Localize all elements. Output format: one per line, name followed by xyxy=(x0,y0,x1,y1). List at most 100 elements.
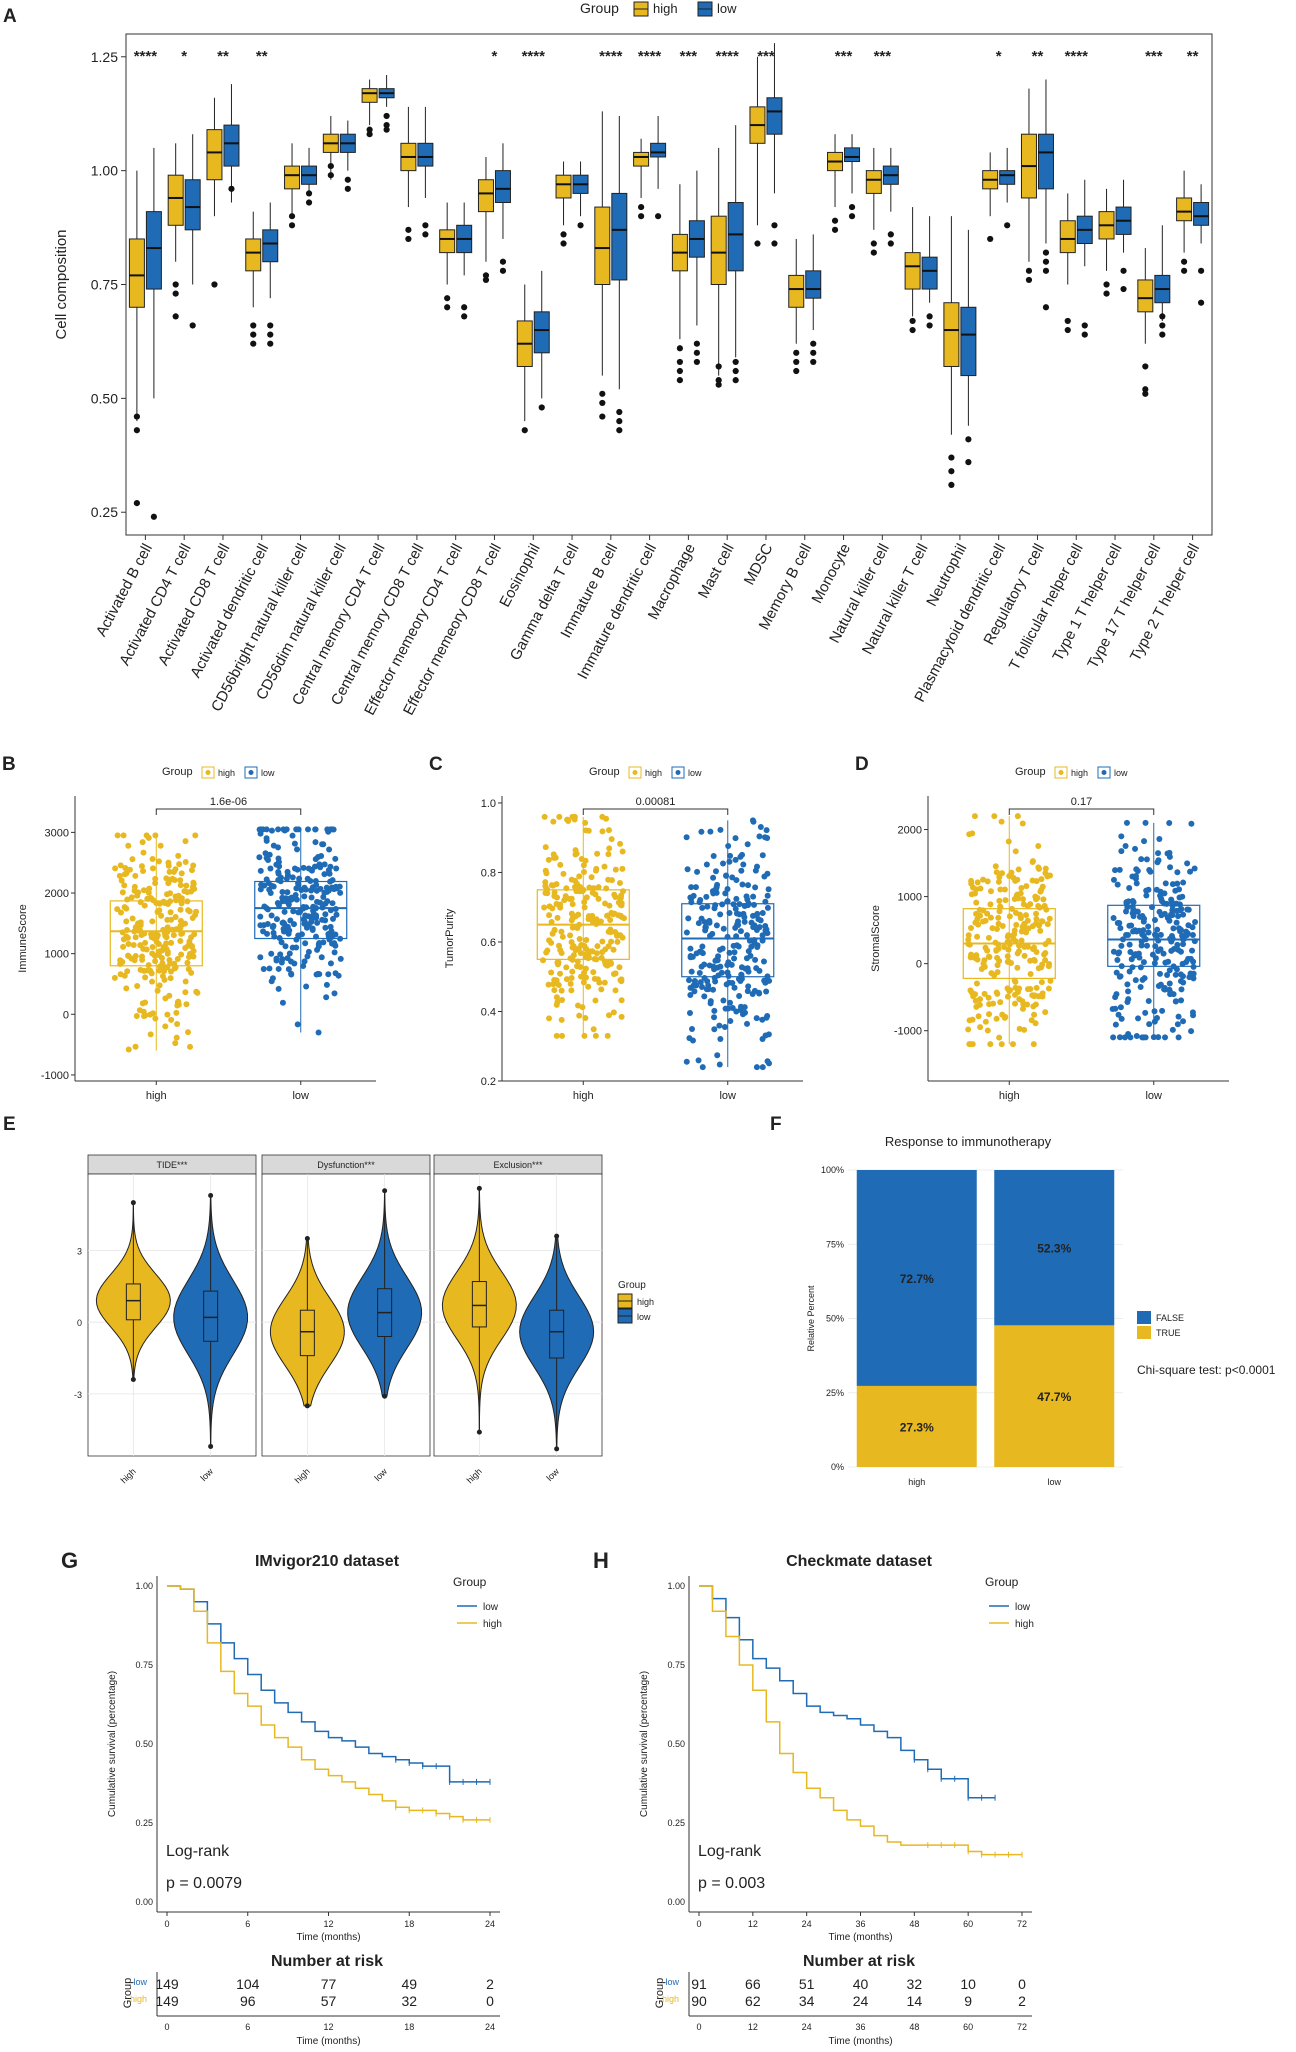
bar-false-high xyxy=(856,1170,977,1386)
jitter-point-low xyxy=(1124,998,1131,1005)
jitter-point-high xyxy=(168,968,175,975)
significance-label: ** xyxy=(1032,48,1044,65)
jitter-point-low xyxy=(717,1036,724,1043)
jitter-point-low xyxy=(744,841,751,848)
box-low xyxy=(262,229,279,263)
jitter-point-low xyxy=(711,1014,718,1021)
jitter-point-high xyxy=(165,859,172,866)
jitter-point-low xyxy=(716,1061,723,1068)
jitter-point-low xyxy=(1176,894,1183,901)
jitter-point-low xyxy=(1110,1034,1117,1041)
jitter-point-high xyxy=(987,914,994,921)
jitter-point-low xyxy=(289,832,296,839)
jitter-point-high xyxy=(973,899,980,906)
jitter-point-high xyxy=(1029,858,1036,865)
panel-a-xtick-label: Mast cell xyxy=(695,541,738,601)
panel-d: D -1000 0 1000 2000 StromalScore Group high low 0… xyxy=(855,754,1229,1102)
jitter-point-low xyxy=(1177,971,1184,978)
jitter-point-high xyxy=(985,934,992,941)
jitter-point-low xyxy=(733,910,740,917)
jitter-point-high xyxy=(610,946,617,953)
jitter-point-high xyxy=(614,938,621,945)
jitter-point-low xyxy=(1143,887,1150,894)
box-outlier-low xyxy=(344,185,351,192)
jitter-point-low xyxy=(698,828,705,835)
jitter-point-high xyxy=(164,924,171,931)
violin-box-high xyxy=(125,1283,141,1321)
jitter-point-low xyxy=(759,909,766,916)
panel-b: B -1000 0 1000 2000 3000 ImmuneScore Group high l… xyxy=(2,754,376,1102)
jitter-point-high xyxy=(572,847,579,854)
jitter-point-high xyxy=(141,902,148,909)
jitter-point-high xyxy=(1029,992,1036,999)
jitter-point-high xyxy=(1014,813,1021,820)
jitter-point-low xyxy=(757,917,764,924)
box-high xyxy=(943,302,960,367)
box-outlier-high xyxy=(870,240,877,247)
box-outlier-low xyxy=(616,427,623,434)
jitter-point-low xyxy=(1162,880,1169,887)
box-outlier-high xyxy=(793,367,800,375)
jitter-point-low xyxy=(323,994,330,1001)
jitter-point-high xyxy=(123,870,130,877)
pvalue-label: 0.00081 xyxy=(636,796,676,808)
ytick-label: -3 xyxy=(74,1390,82,1400)
jitter-point-low xyxy=(732,835,739,842)
jitter-point-low xyxy=(727,999,734,1006)
jitter-point-low xyxy=(321,871,328,878)
jitter-point-low xyxy=(1123,932,1130,939)
jitter-point-high xyxy=(575,911,582,918)
jitter-point-high xyxy=(1040,896,1047,903)
jitter-point-high xyxy=(603,815,610,822)
jitter-point-high xyxy=(594,943,601,950)
jitter-point-low xyxy=(710,986,717,993)
xtick-label-high: high xyxy=(119,1466,138,1485)
jitter-point-high xyxy=(967,954,974,961)
jitter-point-high xyxy=(121,972,128,979)
box-outlier-high xyxy=(366,126,373,133)
xtick-label: 36 xyxy=(855,1919,865,1929)
jitter-point-low xyxy=(315,1029,322,1036)
jitter-point-high xyxy=(166,868,173,875)
jitter-point-high xyxy=(125,940,132,947)
jitter-point-low xyxy=(318,954,325,961)
box-outlier-low xyxy=(1159,322,1166,329)
ytick-label: -1000 xyxy=(41,1070,69,1082)
panel-a-ytick-label: 1.25 xyxy=(91,49,118,65)
jitter-point-high xyxy=(166,992,173,999)
jitter-point-low xyxy=(697,979,704,986)
jitter-point-high xyxy=(174,999,181,1006)
jitter-point-high xyxy=(123,918,130,925)
jitter-point-low xyxy=(1169,899,1176,906)
significance-label: ** xyxy=(256,48,268,65)
jitter-point-low xyxy=(764,930,771,937)
jitter-point-high xyxy=(568,876,575,883)
jitter-point-high xyxy=(984,878,991,885)
jitter-point-low xyxy=(718,969,725,976)
jitter-point-high xyxy=(605,851,612,858)
jitter-point-low xyxy=(1167,864,1174,871)
panel-label-e: E xyxy=(3,1114,16,1135)
jitter-point-high xyxy=(989,925,996,932)
jitter-point-high xyxy=(1038,979,1045,986)
jitter-point-low xyxy=(1137,964,1144,971)
box-outlier-low xyxy=(771,222,778,229)
jitter-point-high xyxy=(116,872,123,879)
jitter-point-high xyxy=(120,943,127,950)
facet-label: TIDE*** xyxy=(156,1160,188,1170)
jitter-point-high xyxy=(994,954,1001,961)
jitter-point-low xyxy=(1133,928,1140,935)
jitter-point-high xyxy=(1014,964,1021,971)
jitter-point-high xyxy=(582,954,589,961)
jitter-point-high xyxy=(1028,1017,1035,1024)
jitter-point-high xyxy=(1009,1041,1016,1048)
jitter-point-low xyxy=(273,861,280,868)
jitter-point-low xyxy=(1185,922,1192,929)
jitter-point-low xyxy=(288,896,295,903)
jitter-point-high xyxy=(1035,842,1042,849)
box-outlier-low xyxy=(189,322,196,329)
jitter-point-high xyxy=(588,874,595,881)
risk-xtick-label: 18 xyxy=(404,2022,414,2032)
jitter-point-low xyxy=(744,1020,751,1027)
jitter-point-low xyxy=(325,828,332,835)
